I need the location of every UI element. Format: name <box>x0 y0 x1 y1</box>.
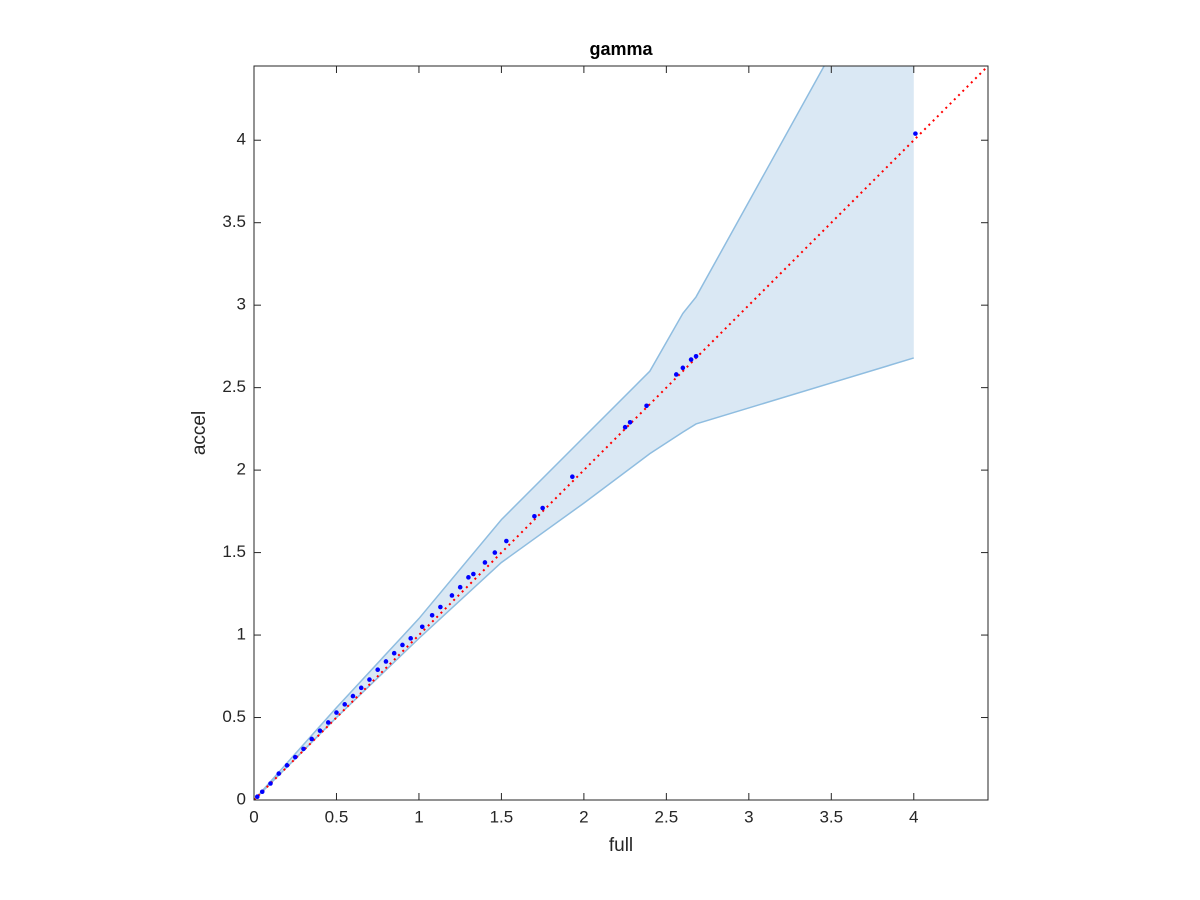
y-tick-label: 1.5 <box>222 542 246 561</box>
x-tick-label: 1 <box>414 807 423 826</box>
data-point <box>350 693 356 699</box>
data-point <box>276 771 282 776</box>
data-point <box>325 720 331 725</box>
data-point <box>358 685 364 691</box>
y-axis-label: accel <box>189 411 210 455</box>
data-point <box>284 763 290 768</box>
y-tick-label: 0 <box>237 789 246 808</box>
data-point <box>457 584 463 590</box>
data-point <box>292 754 298 760</box>
data-point <box>367 677 372 682</box>
y-tick-label: 3 <box>237 295 246 314</box>
confidence-band <box>254 66 914 800</box>
data-point <box>375 667 381 672</box>
data-point <box>317 728 323 734</box>
x-tick-label: 3 <box>744 807 753 826</box>
y-tick-label: 2.5 <box>222 377 246 396</box>
x-tick-label: 2 <box>579 807 588 826</box>
x-tick-label: 2.5 <box>655 807 679 826</box>
data-point <box>342 702 348 707</box>
x-tick-label: 3.5 <box>819 807 843 826</box>
x-tick-label: 1.5 <box>490 807 514 826</box>
data-point <box>391 650 397 656</box>
data-point <box>570 474 575 480</box>
data-point <box>540 505 545 511</box>
data-point <box>680 365 686 371</box>
band-lower-edge <box>254 357 914 800</box>
data-point <box>627 419 633 425</box>
data-point <box>334 710 339 715</box>
x-tick-label: 4 <box>909 807 918 826</box>
plot-area <box>254 66 988 800</box>
axes: 0 0.5 1 1.5 2 2.5 3 3.5 4 0 0.5 1 1.5 2 2.5 3 3.5 4 <box>222 65 989 826</box>
data-point <box>449 593 455 598</box>
y-tick-label: 3.5 <box>222 212 246 231</box>
data-point <box>419 624 425 630</box>
data-point <box>471 571 476 577</box>
chart-title: gamma <box>589 39 653 59</box>
axes-box <box>253 65 989 801</box>
band-upper-edge <box>254 66 825 800</box>
y-tick-label: 2 <box>237 460 246 479</box>
data-point <box>644 403 649 409</box>
data-point <box>254 794 260 800</box>
y-tick-label: 1 <box>237 625 246 644</box>
data-point <box>504 538 509 544</box>
data-point <box>259 789 265 795</box>
reference-line <box>254 66 988 800</box>
x-axis-label: full <box>609 835 633 856</box>
data-point <box>622 424 628 430</box>
data-point <box>400 642 405 648</box>
data-point <box>429 612 435 618</box>
x-tick-label: 0.5 <box>325 807 349 826</box>
y-tick-label: 4 <box>237 130 246 149</box>
data-point <box>492 550 498 555</box>
y-tick-label: 0.5 <box>222 707 246 726</box>
x-tick-label: 0 <box>249 807 258 826</box>
data-point <box>309 736 315 742</box>
data-point <box>466 575 471 580</box>
data-point <box>268 781 273 786</box>
data-point <box>693 354 699 359</box>
data-point <box>532 513 537 519</box>
data-point <box>408 636 413 641</box>
data-point <box>438 604 443 610</box>
data-point <box>688 357 694 362</box>
data-point <box>673 372 679 377</box>
data-point <box>482 560 488 565</box>
data-point <box>383 659 389 664</box>
data-point <box>301 746 306 752</box>
data-point <box>913 131 918 136</box>
